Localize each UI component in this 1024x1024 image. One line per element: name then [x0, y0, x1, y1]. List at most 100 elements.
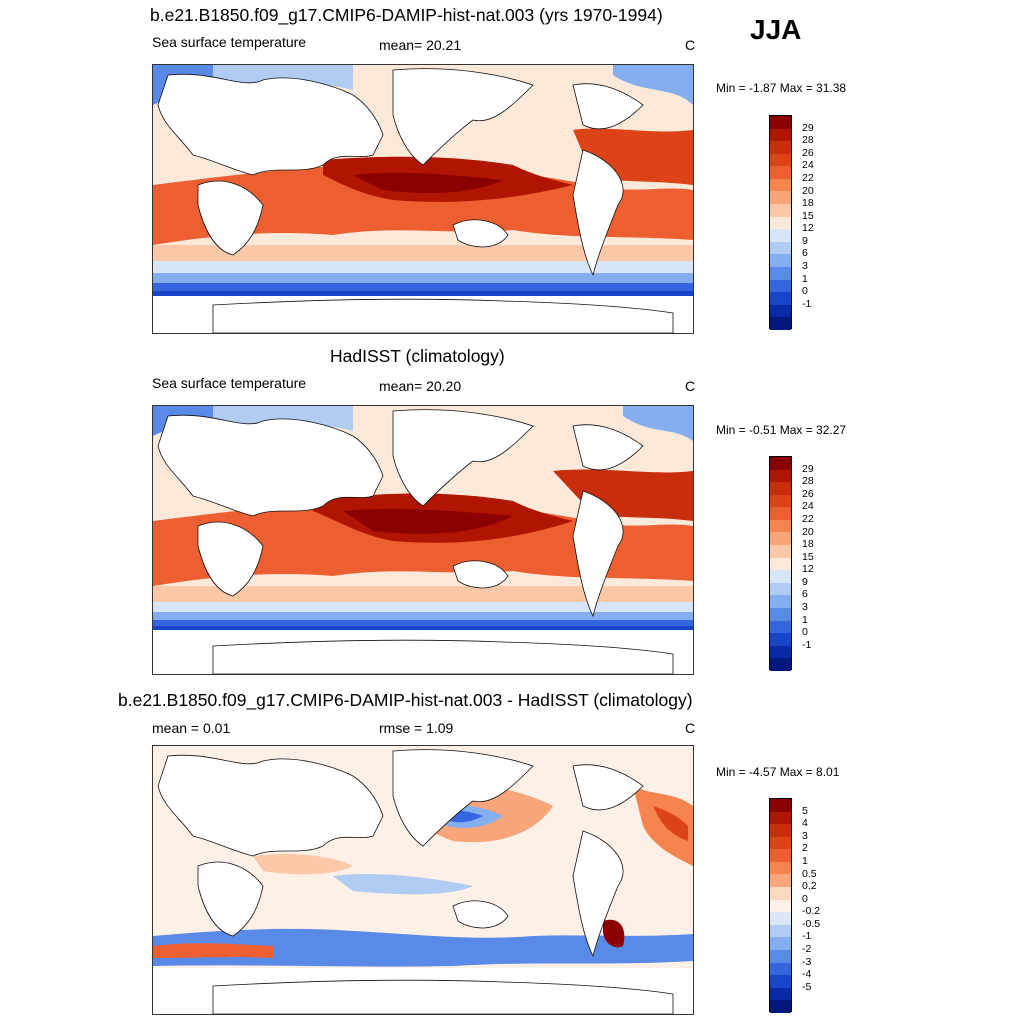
colorbar-swatch — [770, 266, 791, 280]
panel-3-map — [152, 745, 694, 1015]
colorbar-tick-label: -1 — [802, 930, 812, 943]
colorbar-swatch — [770, 494, 791, 508]
panel-1-colorbar — [769, 115, 792, 330]
colorbar-swatch — [770, 317, 791, 330]
colorbar-tick-label: 5 — [802, 804, 808, 817]
colorbar-tick-label: 22 — [802, 512, 814, 525]
colorbar-swatch — [770, 532, 791, 546]
panel-2-mean-label: mean= 20.20 — [379, 378, 462, 394]
colorbar-swatch — [770, 633, 791, 646]
panel-2-colorbar — [769, 456, 792, 671]
panel-3-title: b.e21.B1850.f09_g17.CMIP6-DAMIP-hist-nat… — [118, 690, 693, 710]
colorbar-tick-label: 0.2 — [802, 880, 817, 893]
colorbar-swatch — [770, 899, 791, 913]
colorbar-swatch — [770, 975, 791, 988]
colorbar-swatch — [770, 987, 791, 1001]
colorbar-swatch — [770, 962, 791, 976]
panel-1-minmax-label: Min = -1.87 Max = 31.38 — [716, 81, 847, 95]
colorbar-swatch — [770, 254, 791, 267]
colorbar-swatch — [770, 799, 791, 812]
panel-3-minmax-label: Min = -4.57 Max = 8.01 — [716, 765, 840, 779]
colorbar-swatch — [770, 141, 791, 154]
colorbar-tick-label: -4 — [802, 968, 812, 981]
colorbar-swatch — [770, 607, 791, 621]
colorbar-tick-label: 29 — [802, 462, 814, 475]
colorbar-swatch — [770, 457, 791, 470]
colorbar-tick-label: 26 — [802, 146, 814, 159]
colorbar-tick-label: 24 — [802, 500, 814, 513]
colorbar-swatch — [770, 824, 791, 837]
colorbar-tick-label: 12 — [802, 563, 814, 576]
colorbar-tick-label: 22 — [802, 171, 814, 184]
panel-1-map — [152, 64, 694, 334]
colorbar-tick-label: 18 — [802, 538, 814, 551]
colorbar-tick-label: 2 — [802, 842, 808, 855]
colorbar-tick-label: 9 — [802, 234, 808, 247]
colorbar-swatch — [770, 937, 791, 950]
panel-3-unit-label: C — [685, 720, 696, 736]
colorbar-swatch — [770, 178, 791, 192]
colorbar-tick-label: 0.5 — [802, 867, 817, 880]
colorbar-tick-label: 0 — [802, 892, 808, 905]
panel-2-variable-label: Sea surface temperature — [152, 375, 307, 391]
colorbar-tick-label: 20 — [802, 525, 814, 538]
colorbar-swatch — [770, 849, 791, 862]
colorbar-tick-label: 15 — [802, 209, 814, 222]
panel-3-mean-label: mean = 0.01 — [152, 720, 231, 736]
colorbar-swatch — [770, 836, 791, 850]
panel-1-variable-label: Sea surface temperature — [152, 34, 307, 50]
panel-1-title: b.e21.B1850.f09_g17.CMIP6-DAMIP-hist-nat… — [150, 5, 663, 25]
panel-3-colorbar — [769, 798, 792, 1013]
colorbar-swatch — [770, 595, 791, 608]
colorbar-tick-label: 6 — [802, 588, 808, 601]
panel-2-title: HadISST (climatology) — [330, 346, 505, 366]
colorbar-swatch — [770, 887, 791, 900]
colorbar-tick-label: -3 — [802, 955, 812, 968]
colorbar-tick-label: -1 — [802, 638, 812, 651]
colorbar-tick-label: 3 — [802, 260, 808, 273]
panel-3-rmse-label: rmse = 1.09 — [379, 720, 454, 736]
colorbar-swatch — [770, 912, 791, 925]
colorbar-swatch — [770, 924, 791, 938]
colorbar-swatch — [770, 153, 791, 167]
colorbar-swatch — [770, 304, 791, 318]
colorbar-tick-label: 3 — [802, 829, 808, 842]
panel-2-unit-label: C — [685, 378, 696, 394]
panel-2-minmax-label: Min = -0.51 Max = 32.27 — [716, 423, 847, 437]
colorbar-swatch — [770, 519, 791, 533]
colorbar-swatch — [770, 658, 791, 671]
colorbar-swatch — [770, 811, 791, 825]
colorbar-tick-label: -0.2 — [802, 905, 821, 918]
colorbar-tick-label: 1 — [802, 854, 808, 867]
colorbar-swatch — [770, 1000, 791, 1013]
colorbar-swatch — [770, 507, 791, 520]
colorbar-swatch — [770, 582, 791, 596]
colorbar-swatch — [770, 949, 791, 963]
panel-2-map — [152, 405, 694, 675]
colorbar-tick-label: 15 — [802, 550, 814, 563]
colorbar-tick-label: 24 — [802, 159, 814, 172]
colorbar-swatch — [770, 191, 791, 205]
colorbar-tick-label: 18 — [802, 197, 814, 210]
colorbar-tick-label: 1 — [802, 272, 808, 285]
panel-1-mean-label: mean= 20.21 — [379, 37, 462, 53]
colorbar-tick-label: 28 — [802, 475, 814, 488]
colorbar-swatch — [770, 229, 791, 242]
colorbar-tick-label: 26 — [802, 487, 814, 500]
colorbar-swatch — [770, 166, 791, 179]
colorbar-swatch — [770, 874, 791, 888]
season-label: JJA — [750, 14, 802, 45]
colorbar-swatch — [770, 241, 791, 255]
colorbar-swatch — [770, 645, 791, 659]
colorbar-tick-label: 3 — [802, 601, 808, 614]
colorbar-swatch — [770, 570, 791, 583]
colorbar-swatch — [770, 469, 791, 483]
colorbar-tick-label: 9 — [802, 575, 808, 588]
colorbar-tick-label: -2 — [802, 943, 812, 956]
colorbar-tick-label: 4 — [802, 817, 808, 830]
colorbar-swatch — [770, 861, 791, 875]
colorbar-tick-label: 28 — [802, 134, 814, 147]
colorbar-tick-label: 29 — [802, 121, 814, 134]
colorbar-swatch — [770, 204, 791, 217]
colorbar-swatch — [770, 620, 791, 634]
